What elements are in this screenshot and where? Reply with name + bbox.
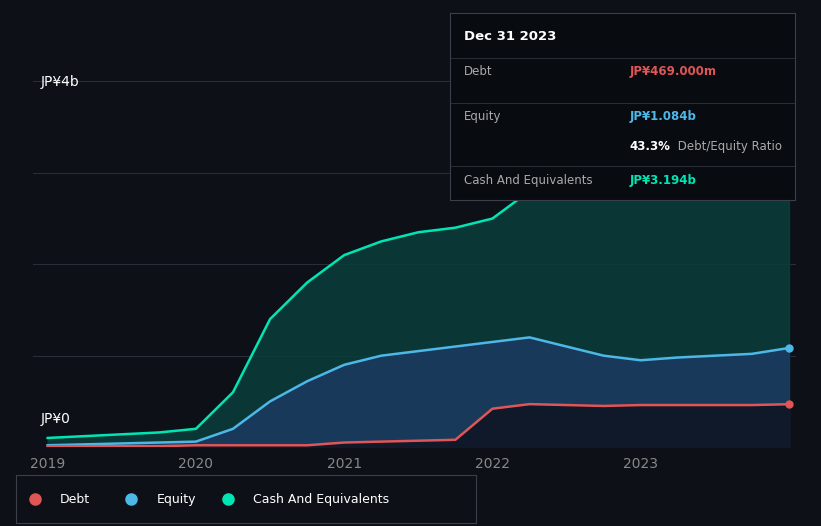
Text: Equity: Equity [464, 110, 501, 123]
Text: Dec 31 2023: Dec 31 2023 [464, 30, 556, 43]
Text: Cash And Equivalents: Cash And Equivalents [464, 174, 592, 187]
Text: Debt: Debt [60, 493, 90, 505]
Text: Cash And Equivalents: Cash And Equivalents [253, 493, 389, 505]
Text: Debt/Equity Ratio: Debt/Equity Ratio [674, 140, 782, 153]
Text: JP¥3.194b: JP¥3.194b [629, 174, 696, 187]
Text: JP¥469.000m: JP¥469.000m [629, 65, 716, 78]
Text: Equity: Equity [157, 493, 196, 505]
Text: JP¥1.084b: JP¥1.084b [629, 110, 696, 123]
Text: 43.3%: 43.3% [629, 140, 670, 153]
Text: JP¥0: JP¥0 [40, 412, 71, 426]
Text: Debt: Debt [464, 65, 493, 78]
Text: JP¥4b: JP¥4b [40, 75, 79, 89]
